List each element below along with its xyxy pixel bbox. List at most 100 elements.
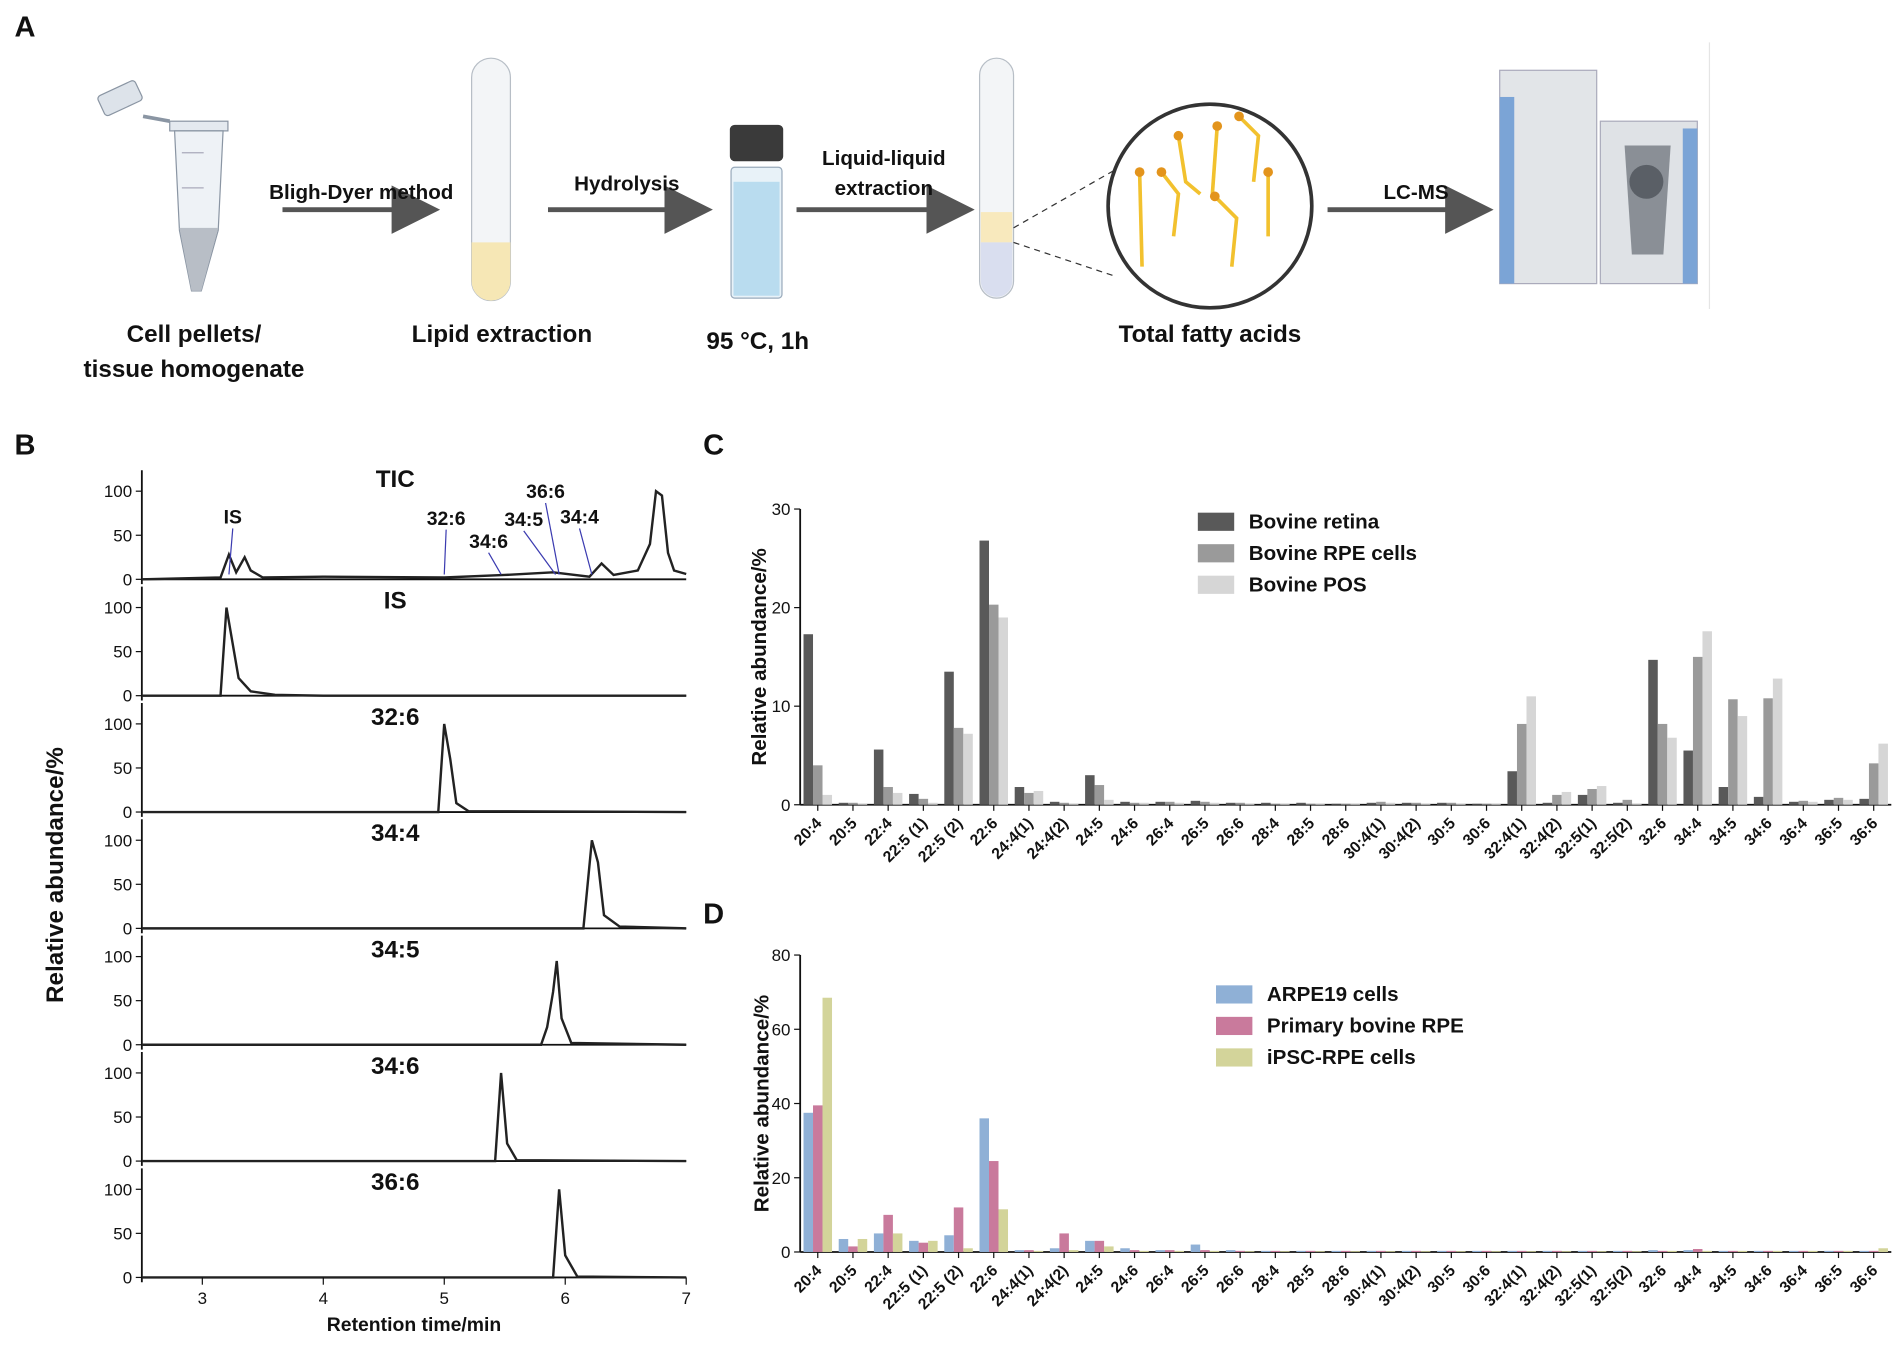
bar — [1526, 696, 1536, 805]
bar — [1420, 1251, 1431, 1252]
bar — [1446, 1250, 1457, 1252]
bar — [1824, 1250, 1834, 1252]
x-tick-label: 7 — [681, 1289, 690, 1308]
bar — [838, 802, 849, 805]
bar — [1763, 698, 1773, 805]
panel-title: IS — [384, 587, 407, 614]
bar — [1155, 1250, 1165, 1252]
y-axis-label: Relative abundance/% — [748, 548, 771, 765]
y-tick-label: 50 — [113, 1224, 132, 1243]
legend-label: Bovine POS — [1249, 573, 1367, 596]
y-tick-label: 50 — [113, 875, 132, 894]
annotation: 36:6 — [526, 481, 565, 503]
bar — [928, 1240, 938, 1252]
bar — [1340, 803, 1351, 805]
y-tick-label: 30 — [772, 500, 791, 519]
legend-swatch — [1197, 575, 1235, 594]
bar — [1411, 1250, 1421, 1252]
x-tick-label: 20:5 — [826, 815, 860, 849]
legend-label: Bovine retina — [1249, 510, 1380, 533]
bar — [803, 634, 814, 805]
y-tick-label: 0 — [123, 570, 132, 589]
bar — [1728, 699, 1738, 805]
x-tick-label: 28:4 — [1249, 815, 1283, 849]
bar — [1596, 786, 1607, 805]
x-tick-label: 28:5 — [1284, 815, 1318, 849]
bar — [1174, 1250, 1184, 1252]
bar — [1516, 1250, 1527, 1252]
x-tick-label: 36:5 — [1812, 815, 1846, 849]
step-label: Lipid extraction — [412, 321, 592, 348]
bar — [1190, 800, 1201, 805]
bar — [813, 765, 823, 805]
bar — [1033, 790, 1044, 805]
arrow-label: extraction — [835, 177, 933, 200]
annotation: 34:4 — [560, 507, 599, 529]
bar — [813, 1105, 823, 1252]
bar — [1024, 792, 1034, 805]
panel-title: 32:6 — [371, 704, 420, 731]
bar — [1596, 1251, 1607, 1252]
bar — [1552, 794, 1562, 805]
legend-swatch — [1197, 512, 1235, 531]
y-tick-label: 40 — [772, 1095, 791, 1114]
bar — [1315, 1251, 1325, 1252]
x-axis-label: Retention time/min — [327, 1314, 501, 1336]
y-tick-label: 60 — [772, 1020, 791, 1039]
bar — [1702, 1250, 1712, 1252]
y-tick-label: 80 — [772, 946, 791, 965]
panel-title: 36:6 — [371, 1169, 420, 1196]
bar — [1507, 1250, 1517, 1252]
x-tick-label: 36:5 — [1812, 1262, 1846, 1296]
bar — [918, 798, 929, 805]
bar — [1235, 1250, 1245, 1252]
bar — [928, 802, 938, 805]
bar — [1772, 1250, 1783, 1252]
y-tick-label: 100 — [104, 831, 132, 850]
bar — [1164, 801, 1175, 805]
bar — [1059, 1233, 1069, 1252]
bar — [1472, 1250, 1482, 1252]
bar — [1667, 1250, 1677, 1252]
eppendorf-tube — [97, 80, 229, 292]
bar — [883, 1214, 893, 1252]
y-tick-label: 20 — [772, 599, 791, 618]
bar — [857, 803, 868, 805]
bar — [1657, 1250, 1668, 1252]
bar — [822, 997, 833, 1252]
bar — [1516, 723, 1527, 805]
trace — [141, 723, 687, 814]
legend-swatch — [1197, 544, 1235, 563]
bar — [1385, 1251, 1396, 1252]
bar — [963, 1248, 973, 1252]
bar — [1261, 802, 1271, 805]
bar — [1763, 1250, 1773, 1252]
arrow-label: Hydrolysis — [574, 172, 679, 195]
bar — [1737, 716, 1748, 805]
bar — [1190, 1244, 1201, 1252]
legend-label: ARPE19 cells — [1267, 983, 1399, 1006]
bar — [1280, 1251, 1290, 1252]
x-tick-label: 6 — [561, 1289, 570, 1308]
bar — [1033, 1250, 1044, 1252]
step-label: Total fatty acids — [1119, 321, 1302, 348]
bar — [1235, 802, 1245, 805]
bar — [1718, 1250, 1729, 1252]
bar — [909, 1240, 919, 1252]
bar — [1376, 801, 1386, 805]
annotation: 34:5 — [504, 509, 543, 531]
x-tick-label: 26:6 — [1213, 815, 1247, 849]
bar — [1068, 803, 1079, 805]
x-tick-label: 34:5 — [1706, 815, 1740, 849]
bar — [1587, 788, 1597, 805]
bar — [848, 1246, 858, 1252]
bar — [1868, 1250, 1879, 1252]
x-tick-label: 24:6 — [1108, 1262, 1142, 1296]
y-tick-label: 0 — [123, 1152, 132, 1171]
x-tick-label: 3 — [198, 1289, 207, 1308]
x-tick-label: 20:4 — [791, 1262, 825, 1296]
panel-title: 34:6 — [371, 1053, 420, 1080]
bar — [1542, 1250, 1553, 1252]
bar — [1577, 794, 1588, 805]
